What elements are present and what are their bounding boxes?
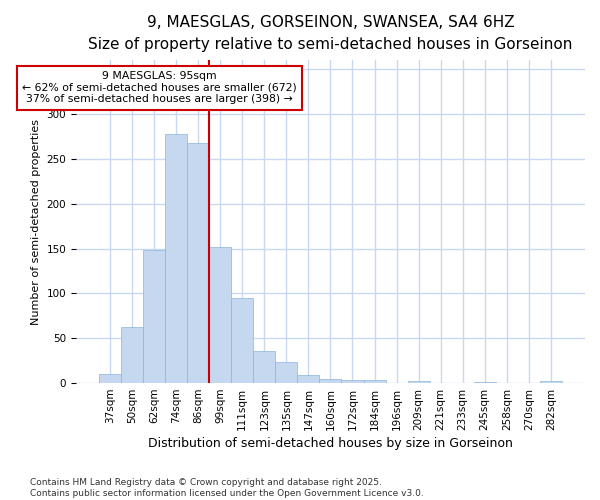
- Bar: [165, 134, 187, 383]
- Bar: [187, 143, 209, 383]
- Bar: [231, 298, 253, 383]
- Bar: [275, 362, 298, 383]
- Bar: [143, 250, 165, 383]
- Title: 9, MAESGLAS, GORSEINON, SWANSEA, SA4 6HZ
Size of property relative to semi-detac: 9, MAESGLAS, GORSEINON, SWANSEA, SA4 6HZ…: [88, 15, 572, 52]
- Bar: [121, 326, 143, 383]
- Bar: [473, 382, 496, 383]
- Bar: [540, 382, 562, 383]
- Y-axis label: Number of semi-detached properties: Number of semi-detached properties: [31, 118, 41, 324]
- X-axis label: Distribution of semi-detached houses by size in Gorseinon: Distribution of semi-detached houses by …: [148, 437, 513, 450]
- Text: Contains HM Land Registry data © Crown copyright and database right 2025.
Contai: Contains HM Land Registry data © Crown c…: [30, 478, 424, 498]
- Text: 9 MAESGLAS: 95sqm
← 62% of semi-detached houses are smaller (672)
37% of semi-de: 9 MAESGLAS: 95sqm ← 62% of semi-detached…: [22, 71, 297, 104]
- Bar: [341, 380, 364, 383]
- Bar: [298, 375, 319, 383]
- Bar: [364, 380, 386, 383]
- Bar: [99, 374, 121, 383]
- Bar: [319, 378, 341, 383]
- Bar: [407, 382, 430, 383]
- Bar: [253, 351, 275, 383]
- Bar: [209, 247, 231, 383]
